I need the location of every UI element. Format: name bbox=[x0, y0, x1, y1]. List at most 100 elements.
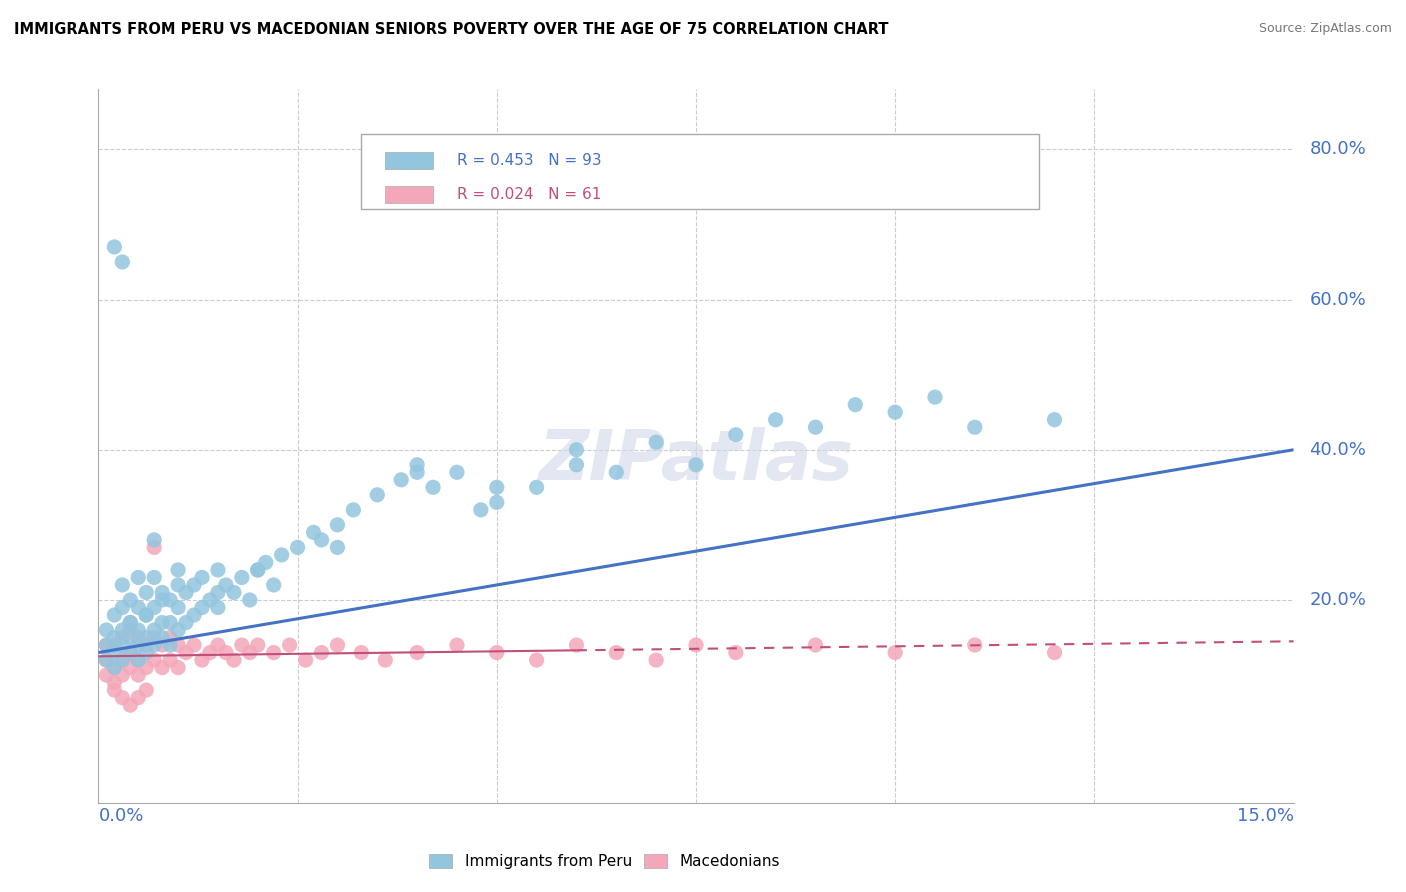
Point bbox=[302, 525, 325, 540]
Point bbox=[294, 653, 316, 667]
Point bbox=[143, 570, 166, 584]
Point bbox=[565, 638, 588, 652]
Point bbox=[143, 541, 166, 555]
Point bbox=[150, 660, 173, 674]
Point bbox=[311, 646, 333, 660]
Point bbox=[374, 653, 396, 667]
Legend: Immigrants from Peru, Macedonians: Immigrants from Peru, Macedonians bbox=[423, 848, 786, 875]
Point bbox=[143, 600, 166, 615]
Point bbox=[167, 600, 190, 615]
Point bbox=[167, 638, 190, 652]
Point bbox=[159, 653, 181, 667]
Point bbox=[135, 646, 157, 660]
Point bbox=[724, 427, 747, 442]
Point bbox=[135, 607, 157, 622]
Point bbox=[120, 698, 142, 713]
Point bbox=[135, 631, 157, 645]
Point bbox=[159, 615, 181, 630]
Point bbox=[446, 638, 468, 652]
Point bbox=[350, 646, 373, 660]
Point bbox=[111, 653, 134, 667]
Point bbox=[103, 638, 125, 652]
Point bbox=[96, 638, 118, 652]
Point bbox=[174, 585, 197, 599]
Point bbox=[406, 465, 429, 479]
Point bbox=[565, 458, 588, 472]
Point bbox=[96, 653, 118, 667]
Point bbox=[120, 623, 142, 637]
Point bbox=[724, 646, 747, 660]
Point bbox=[422, 480, 444, 494]
Text: 80.0%: 80.0% bbox=[1309, 140, 1367, 158]
Point bbox=[1043, 413, 1066, 427]
Point bbox=[645, 653, 668, 667]
Point bbox=[389, 473, 412, 487]
Point bbox=[287, 541, 309, 555]
Point bbox=[485, 495, 508, 509]
Point bbox=[215, 578, 238, 592]
Point bbox=[103, 607, 125, 622]
Point bbox=[111, 578, 134, 592]
Point bbox=[150, 638, 173, 652]
Point bbox=[198, 646, 221, 660]
Point bbox=[111, 600, 134, 615]
Point bbox=[222, 653, 245, 667]
Point bbox=[103, 240, 125, 254]
Text: 20.0%: 20.0% bbox=[1309, 591, 1367, 609]
Point bbox=[167, 660, 190, 674]
Point bbox=[127, 600, 149, 615]
Point bbox=[103, 675, 125, 690]
Point bbox=[103, 683, 125, 698]
Point bbox=[143, 631, 166, 645]
Point bbox=[120, 593, 142, 607]
Point bbox=[207, 638, 229, 652]
Point bbox=[127, 638, 149, 652]
Point bbox=[135, 585, 157, 599]
Text: 0.0%: 0.0% bbox=[98, 806, 143, 824]
Point bbox=[485, 646, 508, 660]
Point bbox=[342, 503, 364, 517]
Point bbox=[120, 631, 142, 645]
Point bbox=[127, 631, 149, 645]
Point bbox=[605, 646, 627, 660]
Point bbox=[120, 646, 142, 660]
Point bbox=[159, 631, 181, 645]
Point bbox=[222, 585, 245, 599]
Text: 60.0%: 60.0% bbox=[1309, 291, 1367, 309]
Point bbox=[127, 623, 149, 637]
Point bbox=[120, 660, 142, 674]
Point bbox=[143, 533, 166, 547]
Point bbox=[246, 638, 269, 652]
Point bbox=[96, 623, 118, 637]
Point bbox=[143, 623, 166, 637]
Point bbox=[963, 420, 986, 434]
Point bbox=[96, 668, 118, 682]
Point bbox=[239, 646, 262, 660]
Point bbox=[159, 593, 181, 607]
Point bbox=[111, 255, 134, 269]
Point bbox=[103, 646, 125, 660]
Point bbox=[127, 653, 149, 667]
Point bbox=[207, 600, 229, 615]
Point bbox=[150, 593, 173, 607]
Point bbox=[174, 615, 197, 630]
Point bbox=[120, 646, 142, 660]
Point bbox=[111, 631, 134, 645]
Point bbox=[191, 653, 214, 667]
Point bbox=[804, 638, 827, 652]
Point bbox=[103, 660, 125, 674]
Point bbox=[1043, 646, 1066, 660]
Point bbox=[326, 541, 349, 555]
Point bbox=[605, 465, 627, 479]
Point bbox=[183, 578, 205, 592]
Point bbox=[804, 420, 827, 434]
Point bbox=[150, 615, 173, 630]
Point bbox=[526, 480, 548, 494]
Point bbox=[406, 646, 429, 660]
Point bbox=[207, 585, 229, 599]
Point bbox=[963, 638, 986, 652]
Point bbox=[239, 593, 262, 607]
Point bbox=[167, 578, 190, 592]
Point bbox=[231, 570, 253, 584]
Point bbox=[191, 570, 214, 584]
